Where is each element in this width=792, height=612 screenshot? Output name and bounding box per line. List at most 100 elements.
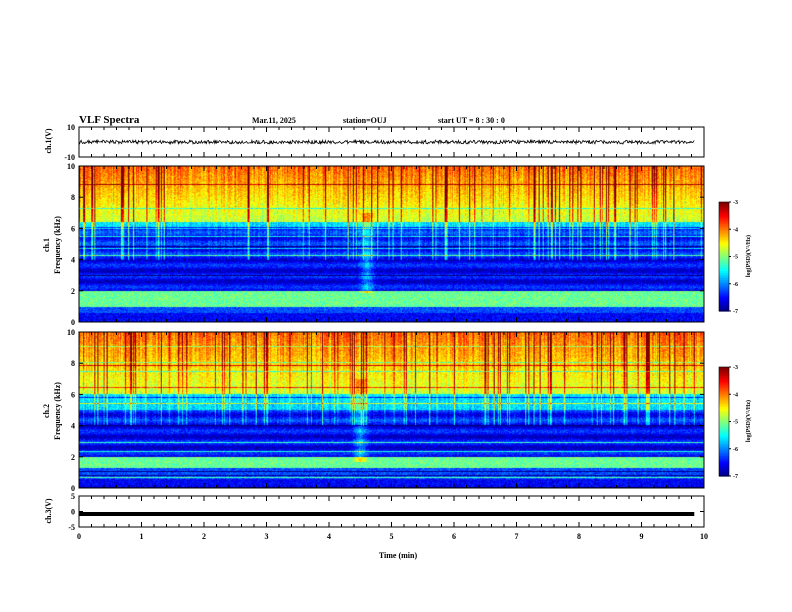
y-tick-label: 0 bbox=[71, 508, 75, 517]
colorbar-segment bbox=[719, 238, 729, 241]
x-tick-label: 0 bbox=[77, 532, 81, 541]
colorbar-segment bbox=[719, 231, 729, 234]
colorbar-segment bbox=[719, 419, 729, 423]
colorbar-tick-label: -7 bbox=[733, 309, 738, 315]
colorbar-segment bbox=[719, 212, 729, 216]
colorbar-segment bbox=[719, 240, 729, 243]
colorbar-segment bbox=[719, 457, 729, 461]
colorbar-segment bbox=[719, 410, 729, 414]
y-tick-label: 6 bbox=[71, 224, 75, 233]
colorbar-segment bbox=[719, 367, 729, 370]
x-tick-label: 2 bbox=[202, 532, 206, 541]
colorbar-segment bbox=[719, 247, 729, 250]
colorbar-segment bbox=[719, 258, 729, 261]
colorbar-segment bbox=[719, 209, 729, 212]
colorbar-segment bbox=[719, 450, 729, 453]
colorbar-segment bbox=[719, 470, 729, 473]
colorbar-segment bbox=[719, 223, 729, 227]
colorbar-segment bbox=[719, 220, 729, 223]
x-tick-label: 6 bbox=[452, 532, 456, 541]
colorbar-segment bbox=[719, 294, 729, 298]
colorbar-segment bbox=[719, 249, 729, 252]
colorbar-segment bbox=[719, 441, 729, 444]
colorbar-segment bbox=[719, 292, 729, 296]
colorbar-tick-label: -6 bbox=[733, 282, 738, 288]
colorbar-segment bbox=[719, 396, 729, 399]
x-tick-label: 4 bbox=[327, 532, 331, 541]
colorbar-segment bbox=[719, 412, 729, 415]
colorbar-segment bbox=[719, 234, 729, 238]
colorbar-segment bbox=[719, 368, 729, 372]
colorbar-segment bbox=[719, 408, 729, 412]
colorbar-segment bbox=[719, 421, 729, 424]
colorbar-segment bbox=[719, 463, 729, 466]
ch1-colorbar-label: log(PSD)(V²/Hz) bbox=[745, 235, 752, 277]
colorbar-segment bbox=[719, 426, 729, 430]
colorbar-segment bbox=[719, 221, 729, 225]
colorbar-segment bbox=[719, 432, 729, 435]
colorbar-segment bbox=[719, 272, 729, 276]
colorbar-segment bbox=[719, 472, 729, 475]
colorbar-segment bbox=[719, 300, 729, 303]
colorbar-segment bbox=[719, 437, 729, 441]
colorbar-segment bbox=[719, 296, 729, 299]
date-label: Mar.11, 2025 bbox=[252, 116, 296, 125]
colorbar-segment bbox=[719, 434, 729, 437]
y-tick-label: 8 bbox=[71, 359, 75, 368]
colorbar-segment bbox=[719, 309, 729, 312]
ch1-spec-ylabel-channel: ch.1 bbox=[42, 238, 51, 252]
station-label: station=OUJ bbox=[343, 116, 387, 125]
colorbar-tick-label: -4 bbox=[733, 392, 738, 398]
colorbar-segment bbox=[719, 232, 729, 236]
colorbar-segment bbox=[719, 203, 729, 207]
ch2-spec-ylabel-channel: ch.2 bbox=[42, 404, 51, 418]
colorbar-segment bbox=[719, 243, 729, 247]
y-tick-label: 4 bbox=[71, 256, 75, 265]
colorbar-segment bbox=[719, 379, 729, 383]
y-tick-label: 4 bbox=[71, 422, 75, 431]
colorbar-segment bbox=[719, 423, 729, 426]
colorbar-segment bbox=[719, 372, 729, 375]
y-tick-label: 5 bbox=[71, 492, 75, 501]
x-tick-label: 5 bbox=[390, 532, 394, 541]
colorbar-segment bbox=[719, 205, 729, 209]
colorbar-segment bbox=[719, 283, 729, 287]
y-tick-label: 10 bbox=[67, 328, 75, 337]
colorbar-segment bbox=[719, 263, 729, 267]
colorbar-segment bbox=[719, 446, 729, 450]
colorbar-segment bbox=[719, 452, 729, 455]
y-tick-label: 8 bbox=[71, 193, 75, 202]
ch2-spec-ylabel-freq: Frequency (kHz) bbox=[53, 382, 62, 440]
y-tick-label: 0 bbox=[71, 318, 75, 327]
colorbar-segment bbox=[719, 269, 729, 272]
colorbar-segment bbox=[719, 428, 729, 432]
colorbar-segment bbox=[719, 468, 729, 472]
ch3-waveform-panel: 50-50 1 2 3 4 5 6 7 8 9 10 bbox=[68, 492, 708, 541]
colorbar-segment bbox=[719, 459, 729, 463]
colorbar-segment bbox=[719, 439, 729, 443]
colorbar-segment bbox=[719, 227, 729, 230]
colorbar-tick-label: -3 bbox=[733, 365, 738, 371]
colorbar-segment bbox=[719, 392, 729, 395]
colorbar-segment bbox=[719, 281, 729, 285]
colorbar-segment bbox=[719, 236, 729, 239]
colorbar-segment bbox=[719, 251, 729, 254]
colorbar-tick-label: -3 bbox=[733, 200, 738, 206]
colorbar-segment bbox=[719, 443, 729, 446]
x-axis-label: Time (min) bbox=[379, 551, 418, 560]
x-tick-label: 7 bbox=[515, 532, 519, 541]
colorbar-segment bbox=[719, 256, 729, 259]
colorbar-segment bbox=[719, 289, 729, 292]
colorbar-tick-label: -5 bbox=[733, 420, 738, 426]
y-tick-label: 2 bbox=[71, 287, 75, 296]
colorbar-segment bbox=[719, 465, 729, 468]
colorbar-segment bbox=[719, 254, 729, 258]
y-tick-label: 2 bbox=[71, 453, 75, 462]
colorbar-segment bbox=[719, 406, 729, 410]
waveform-trace bbox=[78, 138, 695, 146]
colorbar-segment bbox=[719, 456, 729, 459]
ch2-colorbar-label: log(PSD)(V²/Hz) bbox=[745, 400, 752, 442]
colorbar-segment bbox=[719, 416, 729, 419]
colorbar-segment bbox=[719, 399, 729, 403]
